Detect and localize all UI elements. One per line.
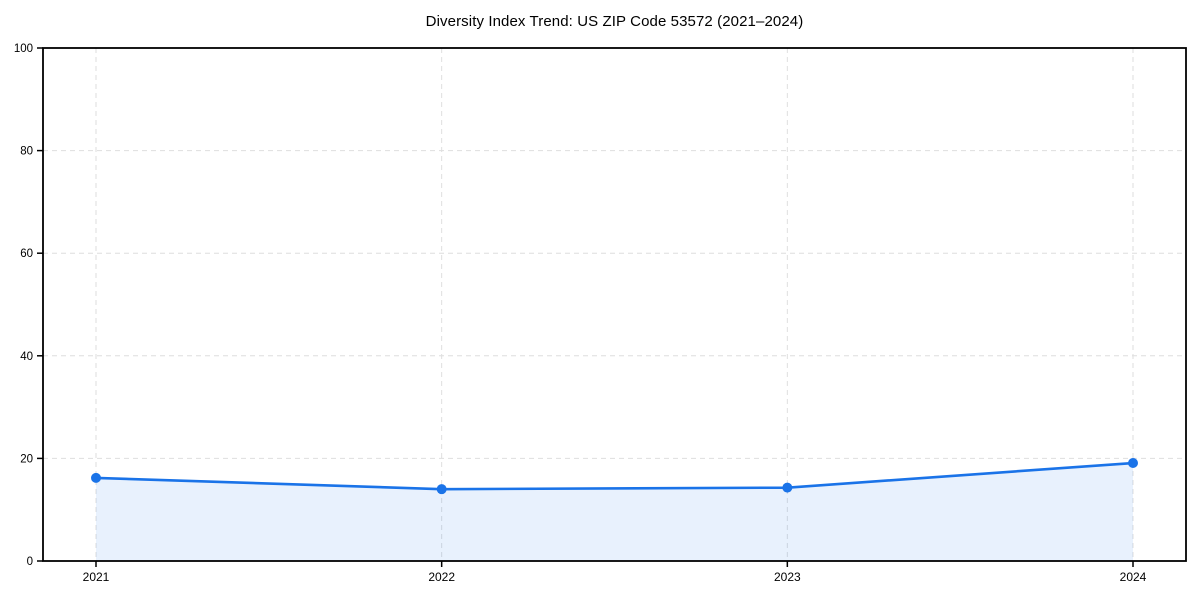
data-point-2023 bbox=[782, 482, 793, 493]
y-tick-label: 20 bbox=[20, 453, 33, 465]
series-line bbox=[94, 461, 1135, 491]
y-tick-label: 100 bbox=[14, 43, 33, 55]
x-tick-label: 2022 bbox=[428, 570, 455, 584]
data-point-2024 bbox=[1128, 458, 1138, 469]
y-tick-label: 80 bbox=[20, 146, 33, 158]
chart-title: Diversity Index Trend: US ZIP Code 53572… bbox=[425, 13, 804, 30]
y-tick-label: 60 bbox=[20, 248, 33, 260]
data-point-2022 bbox=[436, 484, 447, 495]
x-tick-label: 2023 bbox=[774, 570, 801, 584]
x-tick-label: 2024 bbox=[1120, 570, 1147, 584]
plot-border bbox=[42, 47, 1187, 562]
y-tick-label: 40 bbox=[20, 351, 33, 363]
data-point-2021 bbox=[91, 472, 101, 483]
x-tick-label: 2021 bbox=[83, 570, 110, 584]
y-tick-label: 0 bbox=[27, 556, 33, 568]
series-area-fill bbox=[96, 463, 1133, 561]
